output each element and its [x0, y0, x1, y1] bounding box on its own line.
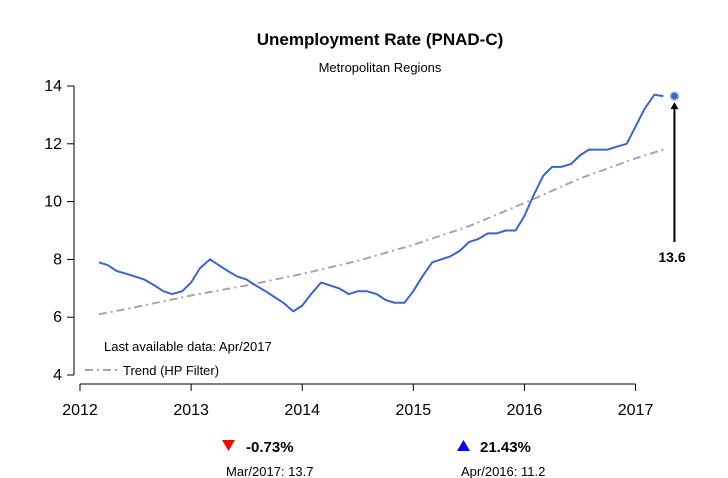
trend-layer [98, 148, 664, 316]
y-tick-label: 12 [44, 136, 62, 153]
stat-monthly-change: -0.73% [246, 439, 294, 456]
series-layer [98, 93, 664, 313]
down-arrow-icon [222, 440, 235, 451]
last-value-label: 13.6 [658, 249, 685, 265]
x-tick-label: 2014 [284, 402, 320, 419]
stat-yearly-change: 21.43% [480, 439, 531, 456]
chart-title: Unemployment Rate (PNAD-C) [257, 30, 504, 49]
x-tick-label: 2017 [618, 402, 654, 419]
y-tick-label: 6 [53, 309, 62, 326]
x-tick-label: 2012 [62, 402, 98, 419]
unemployment-line [98, 93, 664, 313]
last-point-marker [669, 91, 680, 101]
x-axis: 2012 2013 2014 2015 2016 2017 [62, 383, 654, 419]
trend-line [98, 148, 664, 316]
chart-subtitle: Metropolitan Regions [319, 60, 442, 75]
last-value-arrowhead [670, 102, 679, 110]
y-tick-label: 14 [44, 78, 62, 95]
y-axis: 4 6 8 10 12 14 [44, 78, 75, 384]
x-tick-label: 2015 [396, 402, 432, 419]
stat-yearly-reference: Apr/2016: 11.2 [461, 464, 545, 478]
stat-yearly: 21.43% Apr/2016: 11.2 [457, 439, 545, 478]
x-tick-label: 2016 [507, 402, 543, 419]
up-arrow-icon [457, 440, 470, 451]
stat-monthly: -0.73% Mar/2017: 13.7 [222, 439, 313, 478]
marker-layer [669, 91, 680, 242]
legend-trend-label: Trend (HP Filter) [123, 363, 219, 378]
y-tick-label: 4 [53, 367, 62, 384]
last-data-annotation: Last available data: Apr/2017 [104, 339, 272, 354]
x-tick-label: 2013 [173, 402, 209, 419]
y-tick-label: 8 [53, 251, 62, 268]
stat-monthly-reference: Mar/2017: 13.7 [226, 464, 313, 478]
legend: Trend (HP Filter) [85, 363, 219, 378]
y-tick-label: 10 [44, 194, 62, 211]
